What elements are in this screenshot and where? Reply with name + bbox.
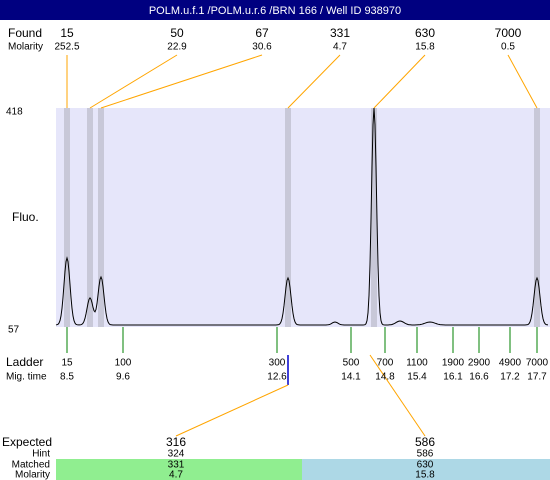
found-size: 630 [415,26,435,40]
ladder-label: Ladder [6,355,43,369]
ladder-time: 12.6 [267,372,287,383]
ladder-size: 300 [269,358,286,369]
y-bottom-label: 57 [8,325,20,336]
found-size: 15 [60,26,74,40]
matched-band-2 [302,459,550,480]
found-molarity: 22.9 [167,42,187,53]
molarity-value: 15.8 [415,470,435,480]
ladder-size: 1100 [406,358,428,369]
found-size: 50 [170,26,184,40]
molarity-value: 4.7 [169,470,183,480]
ladder-size: 500 [343,358,360,369]
expected-size: 316 [166,435,186,449]
peak-link [373,54,426,109]
ladder-time: 17.7 [527,372,547,383]
peak-link [287,54,341,109]
found-molarity: 252.5 [54,42,79,53]
matched-value: 630 [417,460,434,471]
expected-size: 586 [415,435,435,449]
found-size: 67 [255,26,269,40]
ladder-size: 4900 [499,358,522,369]
ladder-size: 700 [377,358,394,369]
found-molarity: 30.6 [252,42,272,53]
y-axis-label: Fluo. [12,210,39,224]
found-molarity-label: Molarity [8,42,43,53]
expected-link [175,384,289,437]
found-size: 331 [330,26,350,40]
ladder-size: 15 [61,358,73,369]
trace [55,107,549,326]
peak-link [100,54,263,109]
ladder-size: 100 [115,358,132,369]
hint-label: Hint [32,449,50,460]
peak-link [507,54,538,109]
y-top-label: 418 [6,107,23,118]
ladder-time: 9.6 [116,372,130,383]
found-label: Found [8,26,42,40]
expected-link [369,354,426,437]
found-molarity: 4.7 [333,42,347,53]
peak-band [371,108,377,327]
peak-band [534,108,540,327]
ladder-time: 14.8 [375,372,395,383]
header-title: POLM.u.f.1 /POLM.u.r.6 /BRN 166 / Well I… [149,5,401,17]
plot-area [56,108,550,327]
ladder-time: 17.2 [500,372,520,383]
found-molarity: 15.8 [415,42,435,53]
ladder-size: 2900 [468,358,491,369]
header-bar [0,0,550,20]
found-molarity: 0.5 [501,42,515,53]
peak-band [285,108,291,327]
ladder-time-label: Mig. time [6,372,47,383]
hint-value: 324 [168,449,185,460]
expected-molarity-label: Molarity [15,470,50,480]
matched-value: 331 [168,460,185,471]
matched-label: Matched [12,460,50,471]
ladder-size: 1900 [442,358,465,369]
ladder-time: 8.5 [60,372,74,383]
peak-band [87,108,93,327]
ladder-size: 7000 [526,358,549,369]
found-size: 7000 [495,26,522,40]
peak-link [89,54,178,109]
matched-band-1 [56,459,302,480]
peak-band [64,108,70,327]
expected-label: Expected [2,435,52,449]
ladder-time: 14.1 [341,372,361,383]
hint-value: 586 [417,449,434,460]
ladder-time: 16.1 [443,372,463,383]
ladder-time: 15.4 [407,372,427,383]
ladder-time: 16.6 [469,372,489,383]
peak-band [98,108,104,327]
